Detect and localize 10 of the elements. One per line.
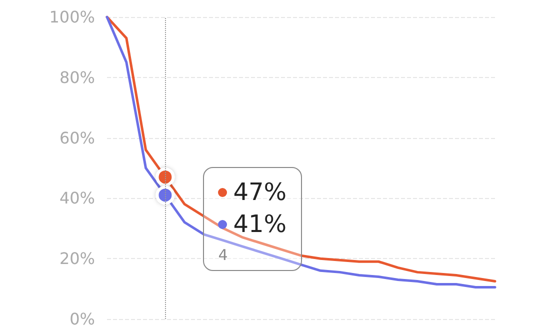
tooltip-box: 47% 41% 4 [203,167,302,272]
y-tick-label: 0% [70,310,95,328]
y-tick-label: 80% [59,68,95,87]
y-tick-label: 20% [59,249,95,268]
y-tick-label: 60% [59,128,95,148]
annotation: 47% [233,177,287,208]
y-tick-label: 40% [59,188,95,208]
y-tick-label: 100% [49,8,95,26]
annotation: 4 [218,246,229,264]
annotation: 41% [233,209,287,240]
